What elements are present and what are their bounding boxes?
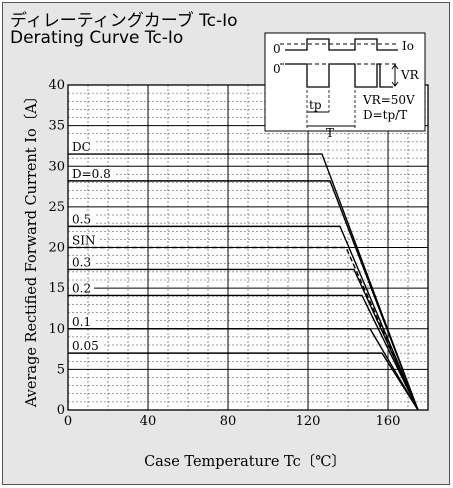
inset-box <box>264 32 426 132</box>
current-waveform <box>285 38 398 51</box>
series-line <box>68 153 419 411</box>
duty-formula: D=tp/T <box>363 108 407 122</box>
x-tick-label: 0 <box>64 414 72 429</box>
series-label: 0.1 <box>72 315 91 329</box>
io-label: Io <box>402 39 414 53</box>
series-line <box>68 328 419 411</box>
x-tick-label: 120 <box>296 414 321 429</box>
series-line <box>68 268 419 411</box>
series-label-bg <box>69 213 95 225</box>
x-tick-label: 160 <box>376 414 401 429</box>
y-tick-label: 0 <box>57 403 65 418</box>
series-label-bg <box>69 340 102 352</box>
x-tick-label: 40 <box>140 414 157 429</box>
series-line <box>68 294 419 411</box>
series-line <box>68 352 419 411</box>
series-line <box>68 180 419 411</box>
vr-value: VR=50V <box>362 93 415 107</box>
y-tick-label: 10 <box>48 322 65 337</box>
y-tick-label: 15 <box>48 281 65 296</box>
series-layer: DC D=0.8 0.5 SIN 0.3 0.2 0.1 0.05 <box>68 140 419 411</box>
y-tick-label: 40 <box>48 78 65 93</box>
zero-label-bottom: 0 <box>273 62 281 76</box>
y-tick-label: 25 <box>48 200 65 215</box>
zero-label-top: 0 <box>273 42 281 56</box>
y-tick-label: 5 <box>57 362 65 377</box>
vr-label: VR <box>400 68 420 82</box>
series-label: 0.05 <box>72 339 99 353</box>
vr-arrowheads <box>391 64 399 87</box>
series-label: 0.3 <box>72 255 91 269</box>
series-label: D=0.8 <box>72 167 111 181</box>
y-tick-label: 30 <box>48 159 65 174</box>
series-label-bg <box>69 315 95 327</box>
y-axis-label: Average Rectified Forward Current Io〔A〕 <box>23 89 40 408</box>
series-line <box>68 225 419 411</box>
series-label-bg <box>69 234 99 246</box>
y-tick-label: 20 <box>48 241 65 256</box>
x-tick-label: 80 <box>220 414 237 429</box>
series-label: SIN <box>72 234 95 248</box>
tick-labels: 0 40 80 120 160 0 5 10 15 20 25 30 35 40 <box>48 78 400 429</box>
series-label-bg <box>69 141 94 153</box>
series-label-bg <box>69 282 95 294</box>
series-label: DC <box>72 140 91 154</box>
series-label-bg <box>69 167 114 179</box>
y-tick-label: 35 <box>48 119 65 134</box>
tp-label: tp <box>309 98 322 112</box>
x-axis-label: Case Temperature Tc〔℃〕 <box>144 453 346 470</box>
chart-title: ディレーティングカーブ Tc-Io <box>10 11 238 31</box>
series-label: 0.2 <box>72 281 91 295</box>
series-label-bg <box>69 256 95 268</box>
series-label: 0.5 <box>72 212 91 226</box>
chart-subtitle: Derating Curve Tc-Io <box>10 28 184 48</box>
voltage-waveform <box>285 63 393 88</box>
waveform-inset: 0 0 Io VR tp T VR=50V D=tp/T <box>264 32 426 140</box>
t-label: T <box>326 126 334 140</box>
